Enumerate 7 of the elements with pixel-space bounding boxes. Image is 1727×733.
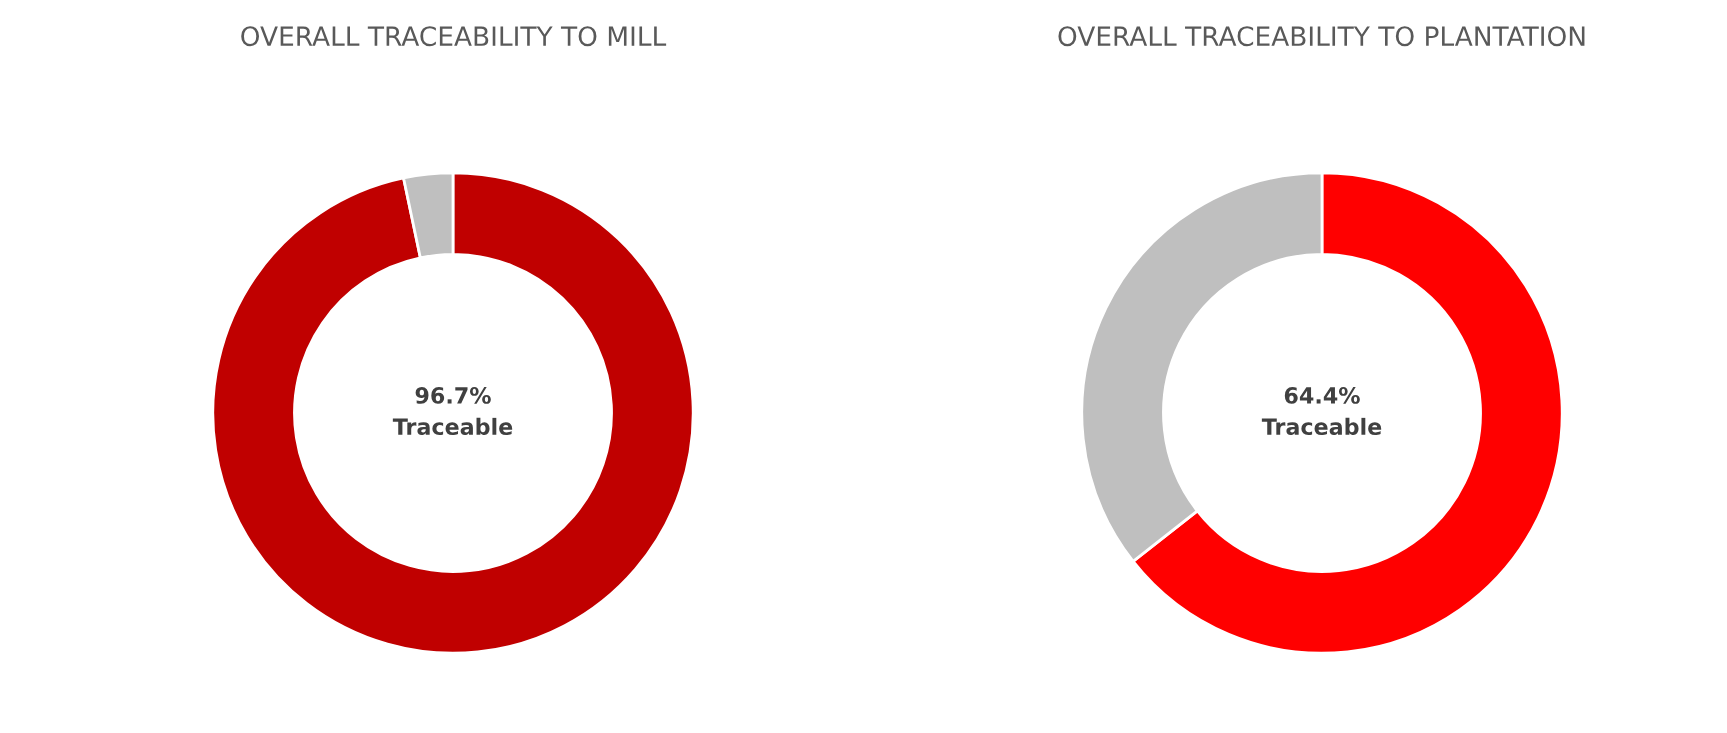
- text: Traceable: [1261, 417, 1382, 436]
- donut-slice: [211, 171, 695, 655]
- text: 96.7%: [415, 387, 491, 404]
- chart-title: OVERALL TRACEABILITY TO MILL: [241, 26, 667, 47]
- text: 64.4%: [1284, 387, 1360, 404]
- chart-title: OVERALL TRACEABILITY TO PLANTATION: [1058, 26, 1585, 47]
- text: Traceable: [392, 417, 513, 436]
